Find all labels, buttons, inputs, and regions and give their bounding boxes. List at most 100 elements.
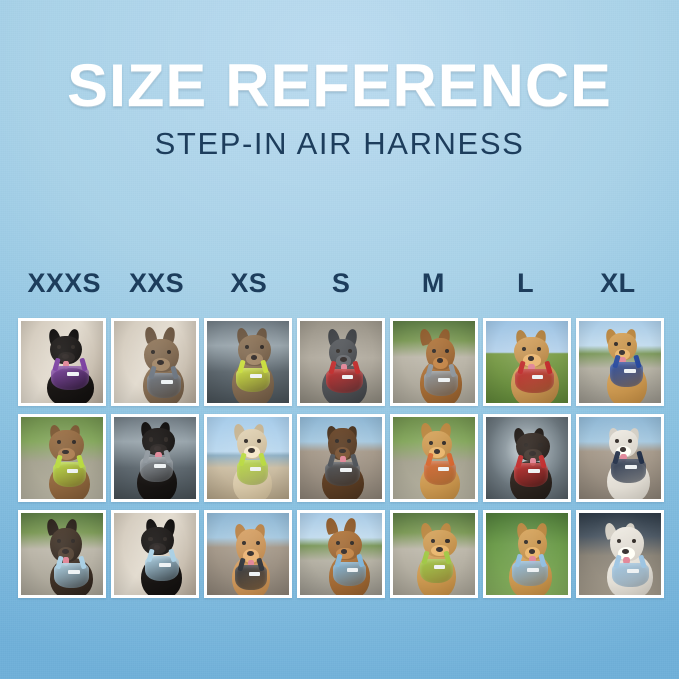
animal-nose [62,449,69,455]
animal-eye-left [56,539,62,544]
dog-photo [207,417,289,499]
animal-eye-right [350,540,355,545]
photo-grading [21,513,103,595]
dog-photo [486,513,568,595]
animal-muzzle [335,446,351,460]
animal-eye-right [259,345,265,350]
animal-tongue [155,452,162,461]
harness-brand-tag [528,469,540,474]
photo-cell [390,510,478,598]
animal-eye-right [445,349,450,354]
animal-tongue [340,363,348,372]
animal-nose [619,447,627,453]
harness-brand-tag [346,568,359,573]
photo-grading [114,513,196,595]
animal-nose [436,358,444,364]
photo-grading [300,417,382,499]
animal-nose [248,447,256,453]
harness-brand-tag [159,562,171,568]
photo-grading [207,321,289,403]
size-label-xl: XL [600,268,636,298]
animal-eye-right [537,347,542,352]
photo-grading [486,417,568,499]
harness-brand-tag [627,569,639,574]
animal-tongue [529,556,536,565]
animal-eye-right [71,345,76,350]
animal-eye-right [627,438,633,444]
animal-eye-left [521,347,527,352]
photo-cell [390,414,478,502]
dog-photo [21,417,103,499]
animal-eye-left [148,536,153,541]
animal-nose [153,544,161,550]
photo-grading [300,321,382,403]
animal-eye-left [523,442,528,447]
harness-brand-tag [66,468,79,473]
photo-cell [204,414,292,502]
animal-nose [247,551,254,557]
animal-eye-right [536,539,541,544]
photo-cell [576,510,664,598]
harness-brand-tag [437,467,449,472]
dog-photo [579,321,661,403]
harness-brand-tag [67,372,79,377]
photo-grading [21,417,103,499]
harness-brand-tag [249,466,262,471]
harness-brand-tag [438,377,450,383]
photo-cell [18,318,106,406]
photo-grading [114,417,196,499]
harness-brand-tag [248,571,261,576]
dog-photo [21,321,103,403]
size-label-xxxs: XXXS [27,268,101,298]
animal-eye-left [151,349,156,354]
heading-block: SIZE REFERENCE STEP-IN AIR HARNESS [0,56,679,162]
animal-eye-right [631,538,637,543]
animal-eye-left [432,349,437,354]
animal-eye-left [614,342,619,347]
animal-eye-left [616,538,622,543]
animal-tongue [528,363,535,372]
animal-nose [528,548,536,554]
photo-grading [300,513,382,595]
harness-brand-tag [527,567,539,572]
dog-photo [114,321,196,403]
photo-cell [111,510,199,598]
animal-nose [622,548,629,554]
animal-eye-left [615,438,620,444]
animal-eye-left [334,438,339,444]
photo-grading [393,513,475,595]
animal-eye-left [243,439,248,444]
animal-eye-right [166,349,171,354]
animal-tongue [529,457,537,467]
animal-nose [528,451,536,456]
animal-eye-right [445,538,450,544]
photo-cell [297,318,385,406]
dog-photo [393,513,475,595]
animal-nose [62,353,69,359]
animal-nose [436,547,443,552]
photo-cell [204,318,292,406]
animal-nose [433,449,441,454]
dog-photo [21,513,103,595]
dog-photo [207,513,289,595]
photo-cell [111,414,199,502]
photo-cell [576,318,664,406]
animal-tongue [62,360,70,369]
harness-brand-tag [154,463,166,468]
dog-photo [300,417,382,499]
photo-grading [207,513,289,595]
photo-cell [297,510,385,598]
photo-cell [390,318,478,406]
photo-cell [483,510,571,598]
harness-brand-tag [250,374,262,379]
animal-eye-right [626,342,631,347]
animal-tongue [620,453,627,462]
photo-grading [579,321,661,403]
animal-eye-right [255,540,261,546]
size-label-row: XXXS XXS XS S M L XL [18,268,664,302]
animal-eye-left [335,540,340,545]
animal-tongue [339,456,347,465]
animal-eye-right [538,442,543,447]
animal-eye-left [245,345,250,350]
dog-photo [207,321,289,403]
